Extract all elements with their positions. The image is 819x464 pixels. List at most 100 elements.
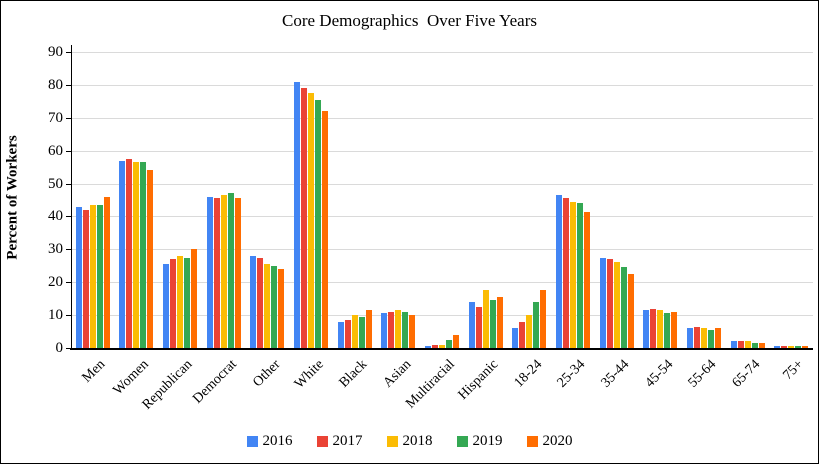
bar-2019-35-44	[620, 267, 627, 348]
bar-2016-45-54	[643, 310, 650, 348]
legend-swatch-2016	[246, 436, 258, 447]
x-tick-label: 35-44	[598, 357, 633, 391]
bar-2019-18-24	[533, 301, 540, 348]
gridline	[71, 282, 813, 284]
bar-2017-65-74	[737, 341, 744, 348]
y-tick-label: 70	[48, 109, 63, 126]
bar-2018-Democrat	[220, 195, 227, 348]
y-tick-label: 30	[48, 241, 63, 258]
legend-swatch-2019	[456, 436, 468, 447]
bar-2016-Other	[250, 255, 257, 348]
bar-2016-Multiracial	[425, 346, 431, 348]
legend-item-2017: 2017	[316, 433, 363, 449]
bar-2020-Hispanic	[496, 297, 503, 348]
x-tick-label: Other	[249, 357, 284, 391]
bar-2018-White	[308, 93, 315, 348]
gridline	[71, 315, 813, 317]
bar-2019-75+	[795, 346, 802, 348]
bar-2020-65-74	[758, 343, 765, 348]
bar-2018-65-74	[744, 341, 751, 348]
bar-2016-Democrat	[206, 196, 213, 348]
legend-swatch-2018	[386, 436, 398, 447]
legend-label: 2018	[402, 433, 433, 449]
x-tick-label: Men	[79, 357, 109, 386]
bar-2018-Republican	[177, 255, 184, 348]
bar-2018-45-54	[657, 310, 664, 348]
x-tick-label: Asian	[380, 357, 414, 391]
bar-2019-45-54	[664, 313, 671, 348]
x-tick-label: 75+	[780, 357, 807, 384]
bar-2019-Hispanic	[489, 300, 496, 348]
bar-2018-Women	[133, 162, 140, 348]
bar-2016-35-44	[599, 257, 606, 348]
legend-label: 2017	[332, 433, 363, 449]
bar-2019-Multiracial	[446, 339, 452, 348]
bar-2020-Multiracial	[453, 334, 459, 348]
bar-2020-55-64	[714, 328, 721, 348]
bar-2018-Other	[264, 264, 271, 348]
legend-item-2018: 2018	[386, 433, 433, 449]
y-axis-tick	[66, 52, 71, 53]
bar-2019-Other	[271, 265, 278, 348]
x-axis-line	[70, 348, 813, 350]
gridline	[71, 249, 813, 251]
bar-2018-25-34	[569, 201, 576, 348]
y-axis-tick	[66, 150, 71, 152]
y-tick-label: 90	[48, 44, 63, 60]
bar-2017-Other	[257, 257, 264, 348]
gridline	[71, 84, 813, 86]
y-axis-tick	[66, 117, 71, 119]
bar-2017-Democrat	[213, 198, 220, 348]
bar-2020-Other	[278, 269, 285, 348]
bar-2017-Black	[344, 320, 351, 348]
chart-title: Core Demographics Over Five Years	[282, 11, 537, 30]
bar-2017-18-24	[519, 321, 526, 348]
bar-2017-Men	[82, 209, 89, 348]
bar-2017-Women	[126, 158, 133, 348]
bar-2020-Democrat	[234, 198, 241, 348]
bar-2020-Asian	[409, 315, 416, 348]
bar-2019-Women	[140, 162, 147, 348]
bar-2017-35-44	[606, 259, 613, 348]
x-tick-label: Women	[110, 357, 153, 399]
x-tick-label: Hispanic	[455, 357, 502, 403]
y-tick-label: 10	[48, 307, 63, 324]
bar-2019-Democrat	[227, 193, 234, 348]
bar-2018-Black	[351, 315, 358, 348]
bar-2019-Republican	[184, 257, 191, 348]
bar-2016-65-74	[730, 341, 737, 348]
bar-2016-Men	[75, 206, 82, 348]
x-tick-label: 18-24	[511, 357, 545, 391]
bar-2018-18-24	[526, 315, 533, 348]
bar-2020-75+	[802, 346, 809, 348]
y-axis-tick	[66, 249, 71, 251]
bar-2016-Asian	[381, 313, 388, 348]
bar-2020-Republican	[191, 249, 198, 348]
gridline	[71, 52, 813, 53]
bar-2018-35-44	[613, 262, 620, 348]
bar-2019-Men	[96, 204, 103, 348]
legend-swatch-2020	[526, 436, 538, 447]
y-axis-tick	[66, 282, 71, 284]
x-tick-label: White	[291, 357, 327, 392]
gridline	[71, 183, 813, 185]
legend-item-2020: 2020	[526, 434, 573, 449]
y-axis-tick	[66, 216, 71, 218]
bar-2016-White	[294, 81, 301, 348]
bar-2016-25-34	[555, 195, 562, 348]
bar-2017-75+	[781, 346, 788, 348]
bar-2017-55-64	[693, 326, 700, 348]
x-tick-label: Black	[336, 357, 371, 391]
legend-item-2019: 2019	[456, 434, 503, 449]
bar-2017-Republican	[170, 259, 177, 348]
legend-label: 2016	[262, 433, 293, 449]
bar-2019-25-34	[576, 203, 583, 348]
bar-2020-White	[322, 111, 329, 348]
y-tick-label: 20	[48, 274, 63, 291]
bar-2020-Black	[365, 310, 372, 348]
y-tick-label: 80	[48, 76, 63, 93]
y-axis-tick	[66, 183, 71, 185]
bar-2019-55-64	[707, 329, 714, 348]
bar-2016-18-24	[512, 328, 519, 348]
